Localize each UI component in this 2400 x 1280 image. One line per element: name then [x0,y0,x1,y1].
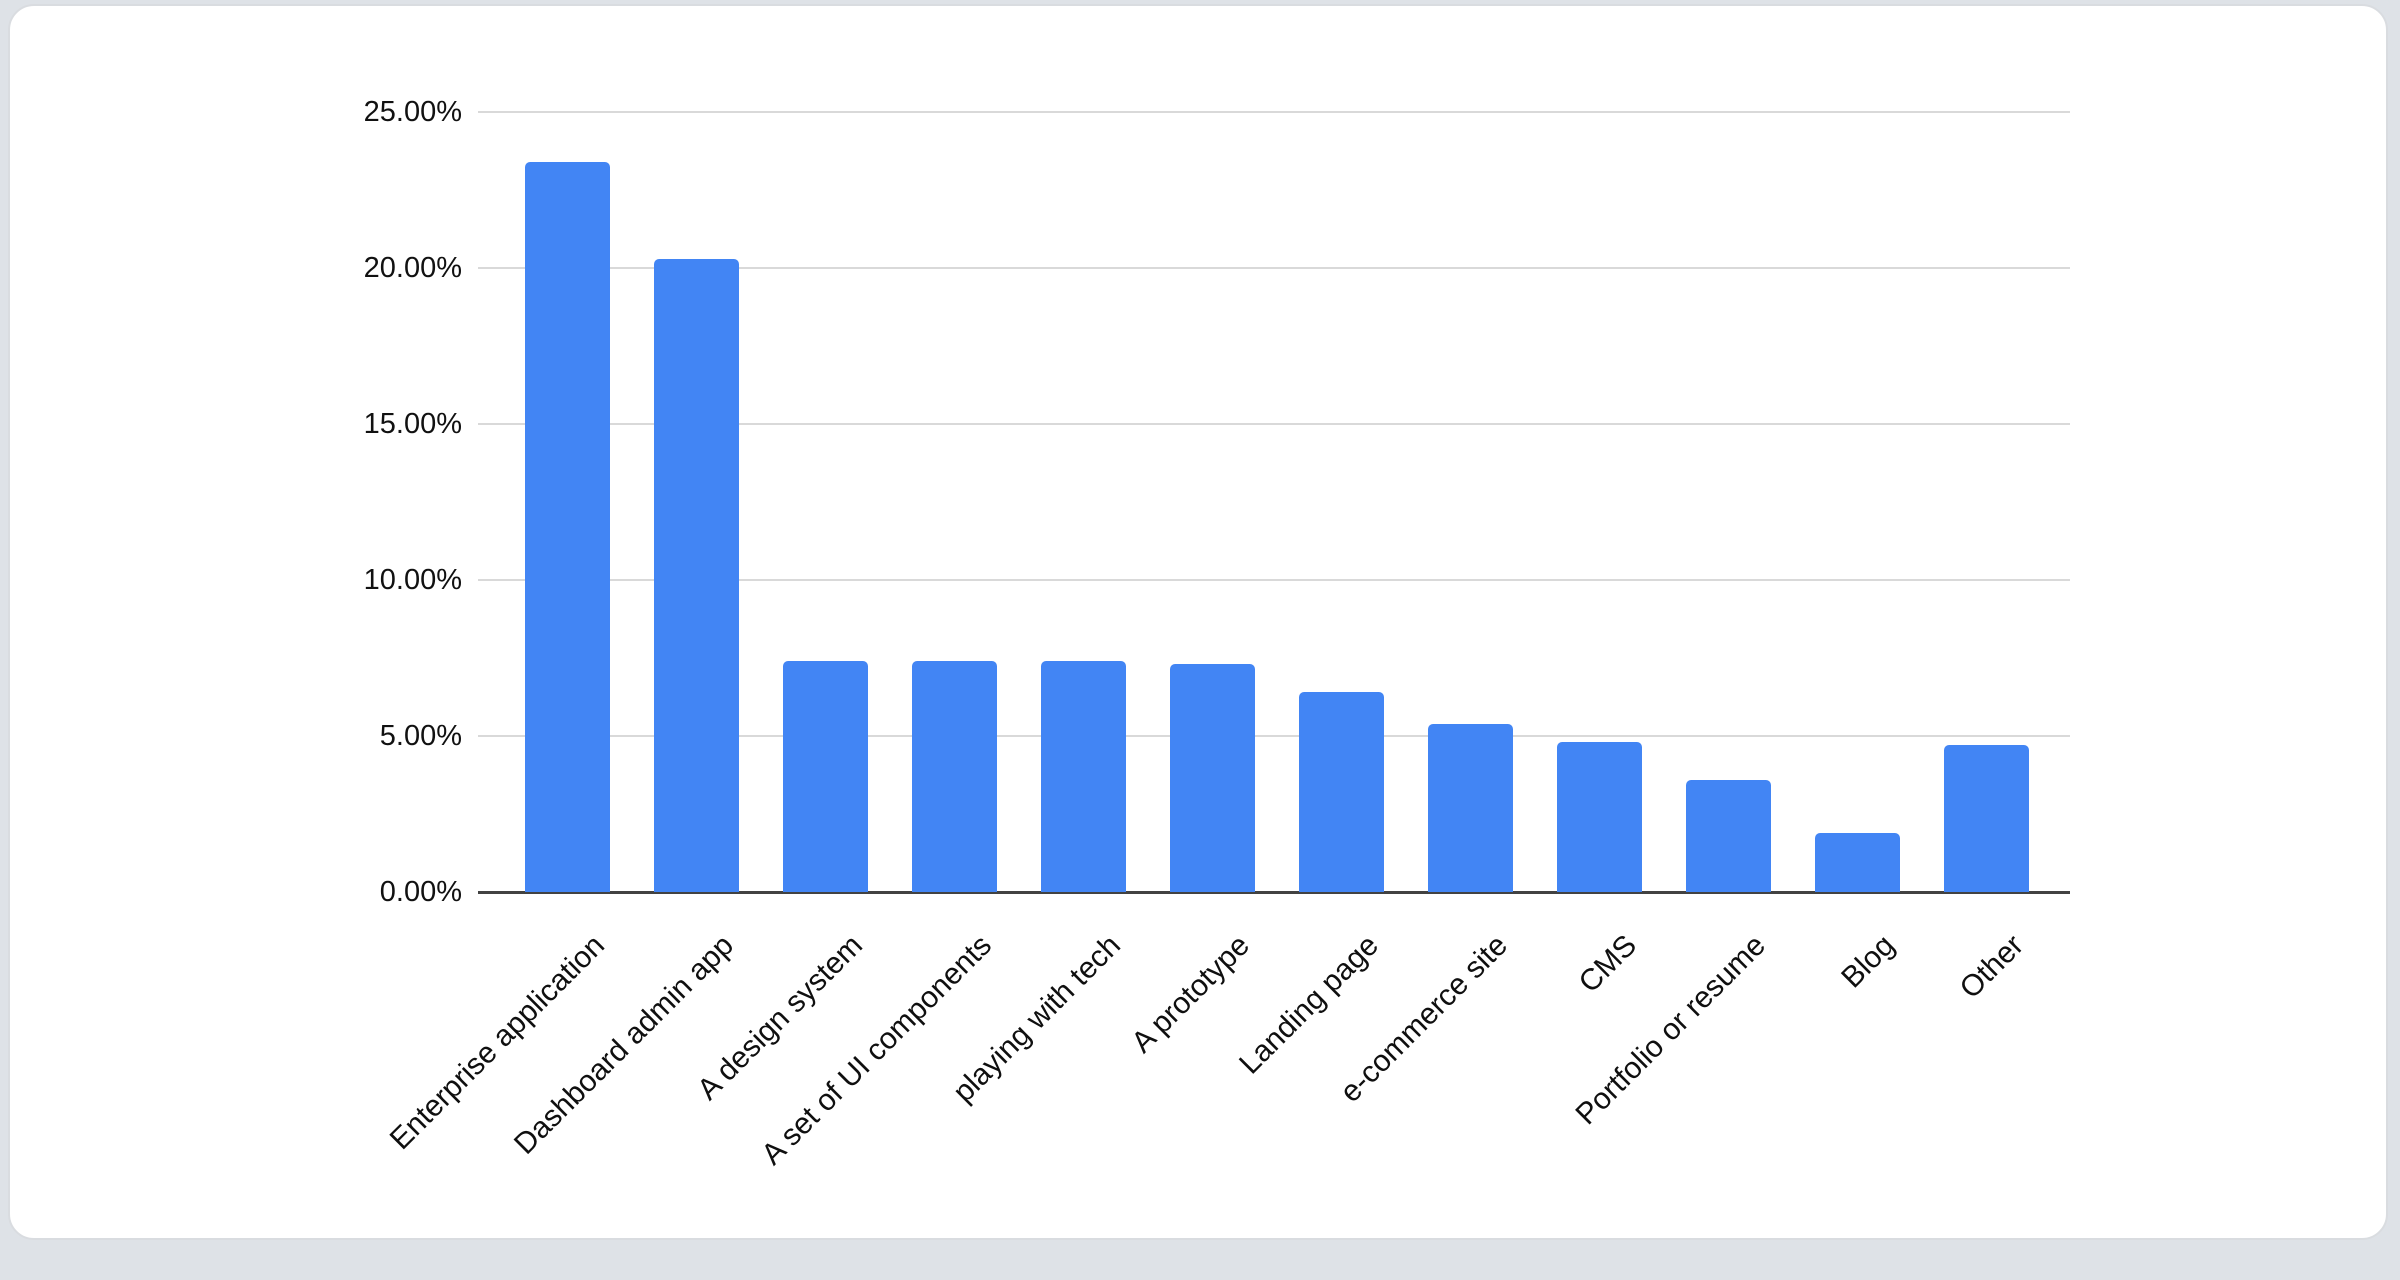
bar-chart: 0.00% 5.00% 10.00% 15.00% 20.00% 25.00% Enter… [10,6,2386,1238]
bar-landing-page [1298,692,1384,892]
y-tick-label-10: 10.00% [363,564,462,596]
bar-cms [1556,742,1642,892]
x-axis-line [478,891,2070,894]
bar-other [1943,745,2029,892]
chart-card: 0.00% 5.00% 10.00% 15.00% 20.00% 25.00% Enter… [8,4,2388,1240]
bar-playing-with-tech [1040,661,1126,892]
bar-a-set-of-ui-components [911,661,997,892]
bar-e-commerce-site [1427,723,1513,892]
y-tick-label-25: 25.00% [363,96,462,128]
bar-a-design-system [782,661,868,892]
bar-portfolio-or-resume [1685,779,1771,892]
bar-dashboard-admin-app [653,258,739,892]
bar-a-prototype [1169,664,1255,892]
bar-enterprise-application [524,161,610,892]
y-tick-label-20: 20.00% [363,252,462,284]
y-tick-label-15: 15.00% [363,408,462,440]
y-tick-label-0: 0.00% [379,876,462,908]
gridline-15 [478,423,2070,425]
bar-blog [1814,832,1900,892]
gridline-5 [478,735,2070,737]
gridline-20 [478,267,2070,269]
gridline-25 [478,111,2070,113]
y-tick-label-5: 5.00% [379,720,462,752]
gridline-10 [478,579,2070,581]
